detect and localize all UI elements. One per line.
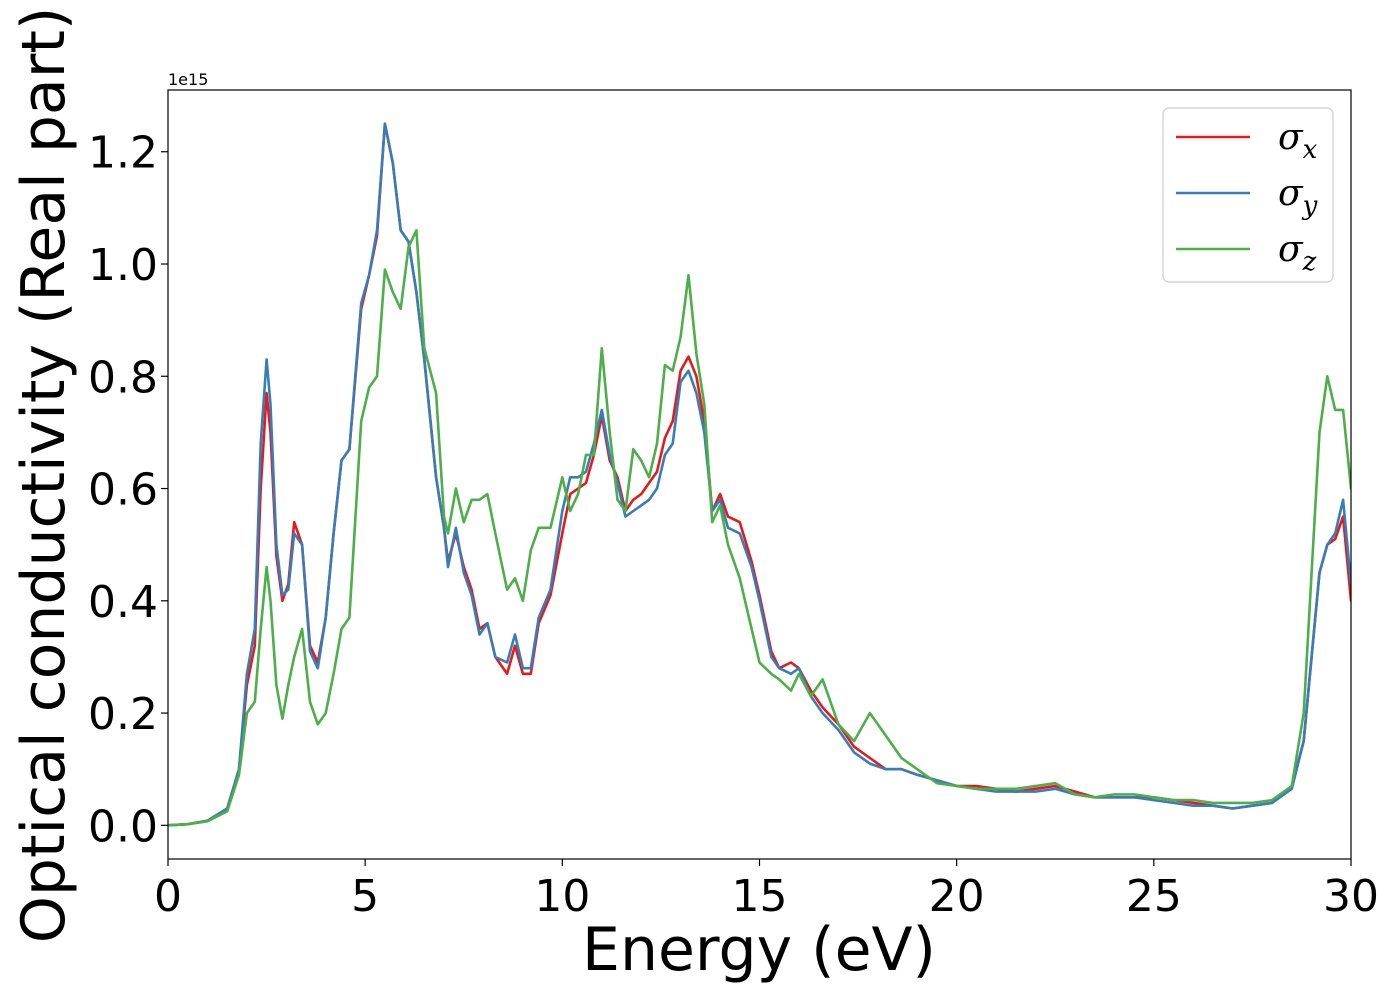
x-axis: 0 5 10 15 20 25 30 <box>154 859 1379 922</box>
y-offset-label: 1e15 <box>168 70 208 89</box>
series-layer <box>168 122 1351 827</box>
x-tick-label: 20 <box>929 871 985 922</box>
legend-label-z: σz <box>1278 229 1317 277</box>
x-tick-label: 30 <box>1323 871 1379 922</box>
y-tick-label: 0.6 <box>88 465 158 516</box>
x-tick-label: 5 <box>351 871 379 922</box>
legend: σx σy σz <box>1162 107 1334 283</box>
x-tick-label: 15 <box>732 871 788 922</box>
x-tick-label: 25 <box>1126 871 1182 922</box>
y-tick-label: 1.0 <box>88 240 158 291</box>
y-axis: 0.0 0.2 0.4 0.6 0.8 1.0 1.2 <box>88 128 168 852</box>
y-tick-label: 0.0 <box>88 801 158 852</box>
x-tick-label: 10 <box>534 871 590 922</box>
y-tick-label: 0.8 <box>88 352 158 403</box>
y-tick-label: 0.2 <box>88 689 158 740</box>
y-axis-title: Optical conductivity (Real part) <box>9 7 79 944</box>
legend-label-x: σx <box>1278 117 1318 165</box>
series-line-z <box>168 229 1351 827</box>
x-tick-label: 0 <box>154 871 182 922</box>
x-axis-title: Energy (eV) <box>582 915 936 985</box>
legend-label-y: σy <box>1278 173 1318 221</box>
y-tick-label: 1.2 <box>88 128 158 179</box>
y-tick-label: 0.4 <box>88 577 158 628</box>
legend-box <box>1162 107 1334 283</box>
